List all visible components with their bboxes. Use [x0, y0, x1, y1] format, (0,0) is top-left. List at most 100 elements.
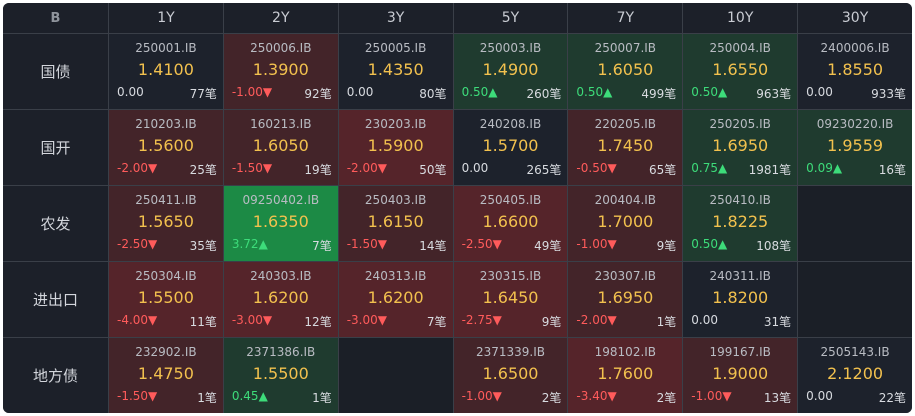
bond-change: 0.75▲ [691, 161, 728, 175]
bond-cell[interactable]: 250403.IB 1.6150 -1.50▼ 14笔 [338, 186, 453, 261]
bond-code: 250304.IB [135, 269, 197, 283]
bond-change: -2.75▼ [461, 313, 502, 327]
bond-cell[interactable]: 2505143.IB 2.1200 0.00 22笔 [798, 338, 912, 413]
bond-yield: 1.6050 [597, 60, 654, 79]
bond-change: 0.50▲ [576, 85, 613, 99]
bond-change: 0.09▲ [806, 161, 843, 175]
bond-cell[interactable]: 198102.IB 1.7600 -3.40▼ 2笔 [568, 338, 683, 413]
bond-cell[interactable]: 240311.IB 1.8200 0.00 31笔 [683, 262, 798, 337]
bond-cell[interactable]: 250410.IB 1.8225 0.50▲ 108笔 [683, 186, 798, 261]
bond-cell[interactable]: 210203.IB 1.5600 -2.00▼ 25笔 [109, 110, 223, 185]
trade-count: 1笔 [656, 315, 677, 329]
bond-yield: 1.7600 [597, 364, 654, 383]
bond-change: -2.00▼ [576, 313, 617, 327]
bond-cell[interactable]: 250005.IB 1.4350 0.00 80笔 [338, 34, 453, 109]
bond-cell[interactable]: 250007.IB 1.6050 0.50▲ 499笔 [568, 34, 683, 109]
bond-meta: 0.00 77笔 [117, 85, 217, 102]
bond-cell[interactable]: 230315.IB 1.6450 -2.75▼ 9笔 [453, 262, 568, 337]
tenor-header: 5Y [453, 3, 568, 33]
row-label: 国债 [3, 34, 108, 109]
bond-change: 0.00 [806, 389, 833, 403]
bond-code: 240311.IB [709, 269, 771, 283]
bond-cell[interactable]: 2371386.IB 1.5500 0.45▲ 1笔 [223, 338, 338, 413]
bond-code: 2505143.IB [820, 345, 890, 359]
trade-count: 2笔 [541, 391, 562, 405]
bond-meta: -2.75▼ 9笔 [462, 313, 562, 330]
bond-meta: 3.72▲ 7笔 [232, 237, 332, 254]
bond-cell[interactable]: 160213.IB 1.6050 -1.50▼ 19笔 [223, 110, 338, 185]
trade-count: 933笔 [871, 87, 906, 101]
bond-cell[interactable]: 200404.IB 1.7000 -1.00▼ 9笔 [568, 186, 683, 261]
bond-code: 230315.IB [479, 269, 542, 283]
row-label: 农发 [3, 186, 108, 261]
bond-cell[interactable]: 232902.IB 1.4750 -1.50▼ 1笔 [109, 338, 223, 413]
bond-cell[interactable]: 230203.IB 1.5900 -2.00▼ 50笔 [338, 110, 453, 185]
trade-count: 1笔 [197, 391, 217, 405]
trade-count: 77笔 [189, 87, 217, 101]
bond-change: -3.40▼ [576, 389, 617, 403]
bond-code: 232902.IB [135, 345, 197, 359]
bond-meta: 0.50▲ 260笔 [462, 85, 562, 102]
bond-change: -2.00▼ [346, 161, 387, 175]
bond-yield: 1.6550 [712, 60, 769, 79]
bond-cell[interactable]: 240208.IB 1.5700 0.00 265笔 [453, 110, 568, 185]
bond-cell[interactable]: 240303.IB 1.6200 -3.00▼ 12笔 [223, 262, 338, 337]
bond-cell[interactable]: 2371339.IB 1.6500 -1.00▼ 2笔 [453, 338, 568, 413]
trade-count: 9笔 [541, 315, 562, 329]
bond-code: 250411.IB [135, 193, 197, 207]
bond-cell[interactable]: 230307.IB 1.6950 -2.00▼ 1笔 [568, 262, 683, 337]
trade-count: 963笔 [756, 87, 792, 101]
bond-code: 240313.IB [364, 269, 427, 283]
trade-count: 31笔 [763, 315, 792, 329]
trade-count: 16笔 [878, 163, 906, 177]
bond-change: -4.00▼ [117, 313, 158, 327]
bond-cell[interactable]: 250205.IB 1.6950 0.75▲ 1981笔 [683, 110, 798, 185]
bond-cell[interactable]: 250411.IB 1.5650 -2.50▼ 35笔 [109, 186, 223, 261]
row-label: 地方债 [3, 338, 108, 413]
bond-cell[interactable]: 09250402.IB 1.6350 3.72▲ 7笔 [223, 186, 338, 261]
bond-code: 09250402.IB [242, 193, 320, 207]
bond-code: 250004.IB [709, 41, 771, 55]
bond-cell[interactable]: 250003.IB 1.4900 0.50▲ 260笔 [453, 34, 568, 109]
bond-cell[interactable]: 250006.IB 1.3900 -1.00▼ 92笔 [223, 34, 338, 109]
bond-change: -2.50▼ [117, 237, 158, 251]
bond-yield: 1.6950 [712, 136, 769, 155]
trade-count: 9笔 [656, 239, 677, 253]
bond-meta: -3.00▼ 12笔 [232, 313, 332, 330]
bond-cell[interactable]: 250304.IB 1.5500 -4.00▼ 11笔 [109, 262, 223, 337]
bond-change: -1.00▼ [231, 85, 273, 99]
bond-change: 0.00 [691, 313, 718, 327]
bond-cell[interactable]: 220205.IB 1.7450 -0.50▼ 65笔 [568, 110, 683, 185]
bond-change: 0.50▲ [691, 237, 728, 251]
bond-code: 210203.IB [135, 117, 197, 131]
trade-count: 1笔 [312, 391, 332, 405]
yield-matrix: B 1Y 2Y 3Y 5Y 7Y 10Y 30Y 国债 250001.IB 1.4100 0.00 7… [3, 3, 912, 413]
tenor-header: 3Y [338, 3, 453, 33]
bond-change: -2.00▼ [117, 161, 158, 175]
bond-cell[interactable]: 240313.IB 1.6200 -3.00▼ 7笔 [338, 262, 453, 337]
bond-cell[interactable]: 09230220.IB 1.9559 0.09▲ 16笔 [798, 110, 912, 185]
row-label: 国开 [3, 110, 108, 185]
bond-yield: 1.6350 [252, 212, 309, 231]
bond-yield: 1.7450 [597, 136, 654, 155]
bond-cell[interactable]: 250001.IB 1.4100 0.00 77笔 [109, 34, 223, 109]
bond-meta: 0.00 933笔 [806, 85, 906, 102]
trade-count: 1981笔 [748, 163, 792, 177]
trade-count: 265笔 [526, 163, 562, 177]
bond-cell[interactable]: 250004.IB 1.6550 0.50▲ 963笔 [683, 34, 798, 109]
bond-meta: -3.00▼ 7笔 [347, 313, 447, 330]
bond-meta: -4.00▼ 11笔 [117, 313, 217, 330]
bond-code: 250007.IB [594, 41, 657, 55]
bond-yield: 1.5650 [137, 212, 194, 231]
trade-count: 13笔 [763, 391, 792, 405]
bond-code: 250403.IB [364, 193, 427, 207]
bond-code: 230203.IB [364, 117, 427, 131]
bond-cell[interactable]: 250405.IB 1.6600 -2.50▼ 49笔 [453, 186, 568, 261]
bond-code: 160213.IB [250, 117, 312, 131]
bond-cell[interactable]: 199167.IB 1.9000 -1.00▼ 13笔 [683, 338, 798, 413]
bond-change: -0.50▼ [576, 161, 617, 175]
bond-meta: -0.50▼ 65笔 [576, 161, 676, 178]
bond-cell[interactable]: 2400006.IB 1.8550 0.00 933笔 [798, 34, 912, 109]
bond-meta: -1.00▼ 13笔 [691, 389, 791, 406]
bond-meta: -2.50▼ 49笔 [462, 237, 562, 254]
